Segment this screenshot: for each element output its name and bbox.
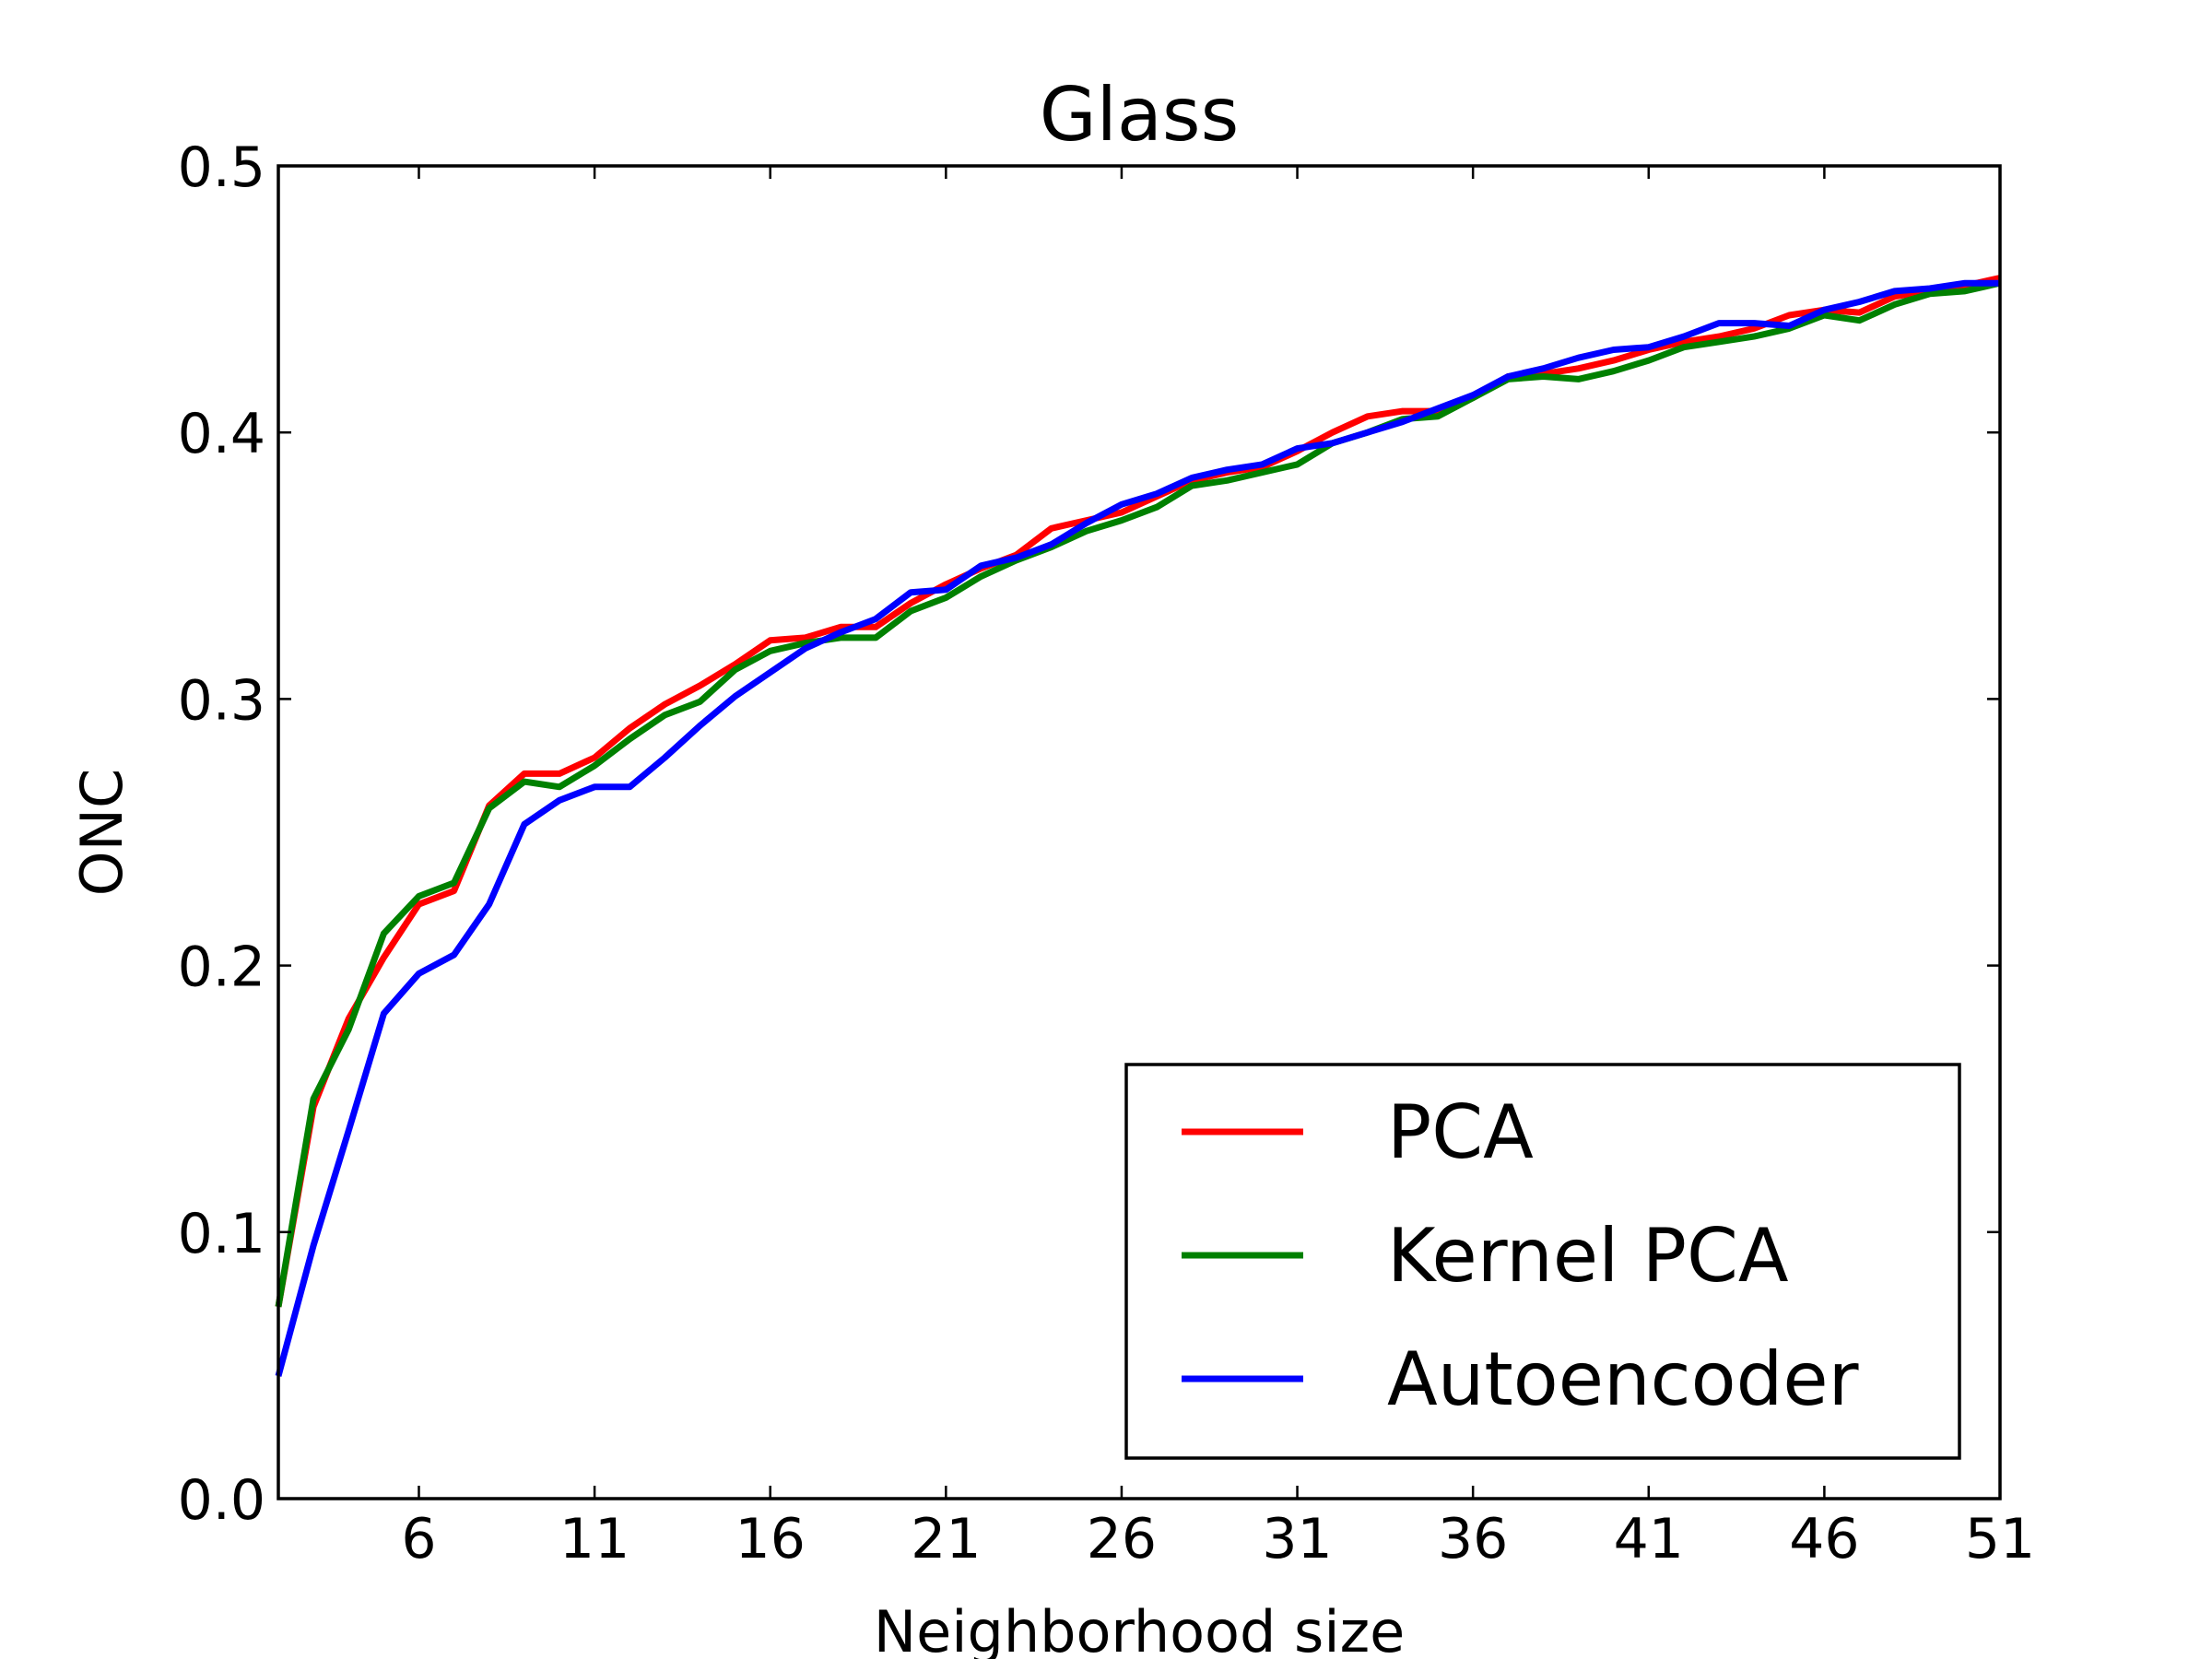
y-tick-label: 0.5 [178, 135, 265, 200]
x-tick-label: 21 [911, 1507, 981, 1571]
series-group [275, 275, 2001, 1377]
plot-area-frame [276, 164, 2002, 1500]
y-tick-label: 0.1 [178, 1202, 265, 1266]
legend: PCA Kernel PCA Autoencoder [1124, 1063, 1961, 1460]
legend-label-0: PCA [1387, 1089, 1534, 1175]
y-tick-label: 0.0 [178, 1468, 265, 1533]
chart-title: Glass [1040, 72, 1240, 158]
axis-ticks: 6 11 16 21 26 31 36 41 46 51 0.0 0.1 0.2 0.3 0.4 0.5 [178, 135, 2036, 1571]
x-tick-label: 51 [1965, 1507, 2035, 1571]
series-line-1 [275, 279, 2001, 1308]
x-tick-label: 6 [401, 1507, 436, 1571]
x-axis-label: Neighborhood size [874, 1598, 1406, 1659]
x-tick-label: 16 [735, 1507, 806, 1571]
y-tick-label: 0.3 [178, 668, 265, 733]
y-axis-label: ONC [68, 769, 135, 896]
x-tick-label: 46 [1789, 1507, 1859, 1571]
x-tick-label: 26 [1087, 1507, 1157, 1571]
x-tick-label: 41 [1614, 1507, 1684, 1571]
series-line-2 [275, 279, 2000, 1377]
x-tick-label: 31 [1262, 1507, 1332, 1571]
x-tick-label: 11 [559, 1507, 629, 1571]
legend-label-2: Autoencoder [1387, 1336, 1859, 1422]
y-tick-label: 0.2 [178, 935, 265, 1000]
y-tick-label: 0.4 [178, 402, 265, 466]
x-tick-label: 36 [1438, 1507, 1508, 1571]
legend-label-1: Kernel PCA [1387, 1213, 1789, 1299]
series-line-0 [275, 275, 2001, 1308]
